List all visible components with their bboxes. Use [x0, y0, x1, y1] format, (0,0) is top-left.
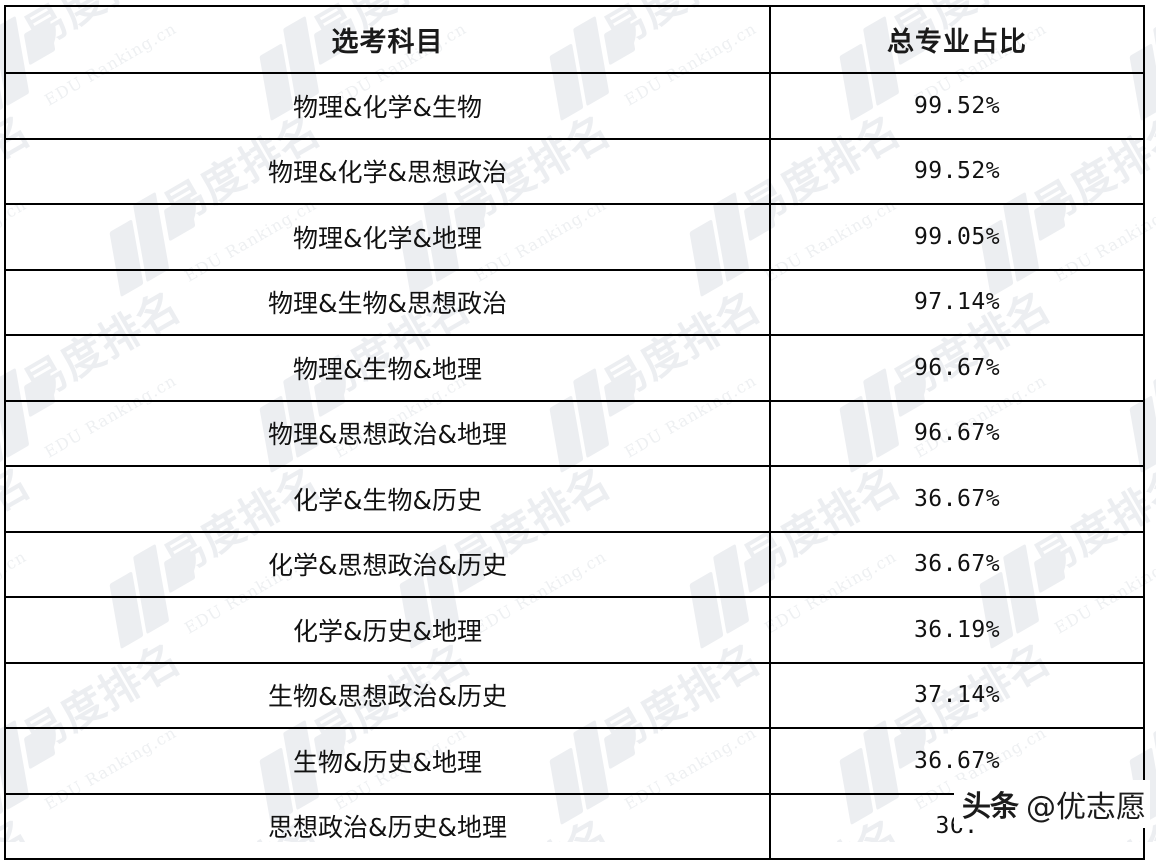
subject-ratio-table: 选考科目 总专业占比 物理&化学&生物 99.52% 物理&化学&思想政治 99.52…	[4, 5, 1145, 860]
cell-subject: 物理&思想政治&地理	[4, 399, 771, 467]
table-header-row: 选考科目 总专业占比	[4, 5, 1145, 74]
table-row: 物理&化学&地理 99.05%	[4, 203, 1145, 271]
watermark-logo-bar	[0, 43, 4, 122]
column-header-ratio: 总专业占比	[769, 5, 1145, 74]
column-header-subject: 选考科目	[4, 5, 771, 74]
table-body: 物理&化学&生物 99.52% 物理&化学&思想政治 99.52% 物理&化学&地理 99…	[4, 72, 1145, 860]
cell-ratio: 96.67%	[769, 334, 1145, 402]
watermark-logo-bar	[0, 395, 4, 474]
channel-watermark-overlay: 头条 @优志愿	[953, 780, 1150, 828]
table-row: 物理&思想政治&地理 96.67%	[4, 399, 1145, 467]
cell-ratio: 36.67%	[769, 465, 1145, 533]
cell-ratio: 99.05%	[769, 203, 1145, 271]
table-row: 物理&生物&地理 96.67%	[4, 334, 1145, 402]
cell-ratio: 99.52%	[769, 72, 1145, 140]
watermark-logo-bar	[0, 747, 4, 826]
cell-subject: 物理&化学&地理	[4, 203, 771, 271]
table-row: 物理&化学&思想政治 99.52%	[4, 137, 1145, 205]
table-row: 化学&生物&历史 36.67%	[4, 465, 1145, 533]
cell-subject: 生物&历史&地理	[4, 727, 771, 795]
table-header: 选考科目 总专业占比	[4, 5, 1145, 74]
cell-subject: 化学&历史&地理	[4, 596, 771, 664]
table-row: 物理&化学&生物 99.52%	[4, 72, 1145, 140]
cell-subject: 生物&思想政治&历史	[4, 661, 771, 729]
data-table-container: 选考科目 总专业占比 物理&化学&生物 99.52% 物理&化学&思想政治 99.52…	[4, 5, 1145, 860]
table-row: 化学&历史&地理 36.19%	[4, 596, 1145, 664]
cell-ratio: 97.14%	[769, 268, 1145, 336]
cell-ratio: 99.52%	[769, 137, 1145, 205]
cell-ratio: 37.14%	[769, 661, 1145, 729]
cell-ratio: 96.67%	[769, 399, 1145, 467]
cell-subject: 物理&生物&思想政治	[4, 268, 771, 336]
cell-ratio: 36.67%	[769, 530, 1145, 598]
cell-ratio: 36.19%	[769, 596, 1145, 664]
table-row: 化学&思想政治&历史 36.67%	[4, 530, 1145, 598]
table-row: 生物&思想政治&历史 37.14%	[4, 661, 1145, 729]
cell-subject: 物理&化学&思想政治	[4, 137, 771, 205]
cell-subject: 物理&化学&生物	[4, 72, 771, 140]
table-row: 生物&历史&地理 36.67%	[4, 727, 1145, 795]
cell-subject: 化学&思想政治&历史	[4, 530, 771, 598]
table-row: 物理&生物&思想政治 97.14%	[4, 268, 1145, 336]
cell-subject: 物理&生物&地理	[4, 334, 771, 402]
cell-subject: 思想政治&历史&地理	[4, 792, 771, 860]
platform-label: 头条	[961, 789, 1019, 823]
account-handle-label: @优志愿	[1026, 790, 1146, 825]
cell-subject: 化学&生物&历史	[4, 465, 771, 533]
